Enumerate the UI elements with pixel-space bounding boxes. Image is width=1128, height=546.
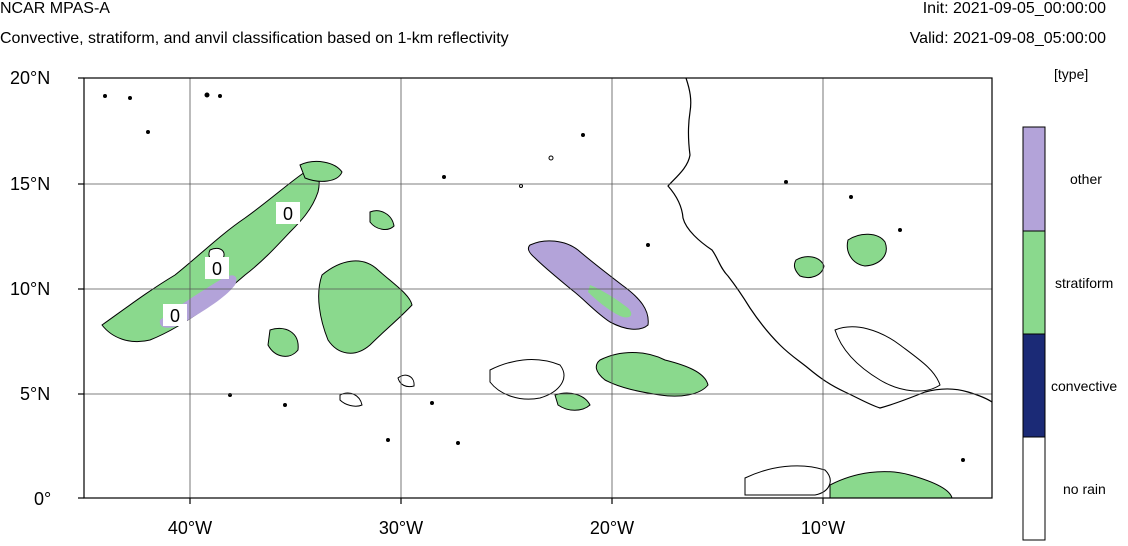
legend-label-no-rain: no rain <box>1063 481 1106 497</box>
lon-label-40w: 40°W <box>168 518 212 538</box>
storm-cluster-east-4 <box>829 471 953 499</box>
storm-cell-east-2 <box>793 256 825 279</box>
valid-time: Valid: 2021-09-08_05:00:00 <box>909 30 1106 47</box>
storm-cluster-center <box>318 260 413 354</box>
lat-label-15n: 15°N <box>10 174 50 194</box>
lon-label-10w: 10°W <box>801 518 845 538</box>
storm-cells <box>101 92 965 499</box>
storm-system-south <box>595 352 709 397</box>
storm-cluster-east-5 <box>744 465 831 496</box>
storm-system-central-strat <box>588 285 632 318</box>
contour-label-3: 0 <box>283 204 293 224</box>
contour-label-1: 0 <box>170 306 180 326</box>
legend-title: [type] <box>1054 66 1089 82</box>
storm-cell-south-2 <box>554 392 591 411</box>
storm-cell-w2 <box>299 161 343 182</box>
legend-label-convective: convective <box>1051 378 1118 394</box>
legend-swatch-convective <box>1022 333 1046 438</box>
storm-cell-east-1 <box>846 233 887 267</box>
coastline <box>667 77 993 409</box>
legend-swatch-stratiform <box>1022 230 1046 335</box>
legend-label-stratiform: stratiform <box>1055 275 1114 291</box>
legend-colorbar <box>1022 126 1046 541</box>
lat-label-10n: 10°N <box>10 279 50 299</box>
storm-cluster-east-3 <box>834 326 941 392</box>
storm-cluster-south-west <box>489 359 565 400</box>
contour-label-2: 0 <box>212 259 222 279</box>
plot-subtitle: Convective, stratiform, and anvil classi… <box>0 30 509 47</box>
lon-label-20w: 20°W <box>590 518 634 538</box>
lat-label-0: 0° <box>34 489 51 509</box>
plot-title: NCAR MPAS-A <box>0 0 110 17</box>
map-frame <box>83 77 993 499</box>
contour-labels: 0 0 0 <box>163 202 300 326</box>
init-time: Init: 2021-09-05_00:00:00 <box>922 0 1106 17</box>
lon-label-30w: 30°W <box>379 518 423 538</box>
legend-label-other: other <box>1070 171 1102 187</box>
storm-cell-w4 <box>267 327 299 357</box>
legend-swatch-other <box>1022 126 1046 232</box>
legend-swatch-no-rain <box>1022 436 1046 541</box>
lat-label-5n: 5°N <box>20 384 50 404</box>
axis-ticks <box>78 77 824 504</box>
lat-label-20n: 20°N <box>10 68 50 88</box>
gridlines <box>84 78 992 498</box>
storm-cell-w3 <box>369 210 395 230</box>
